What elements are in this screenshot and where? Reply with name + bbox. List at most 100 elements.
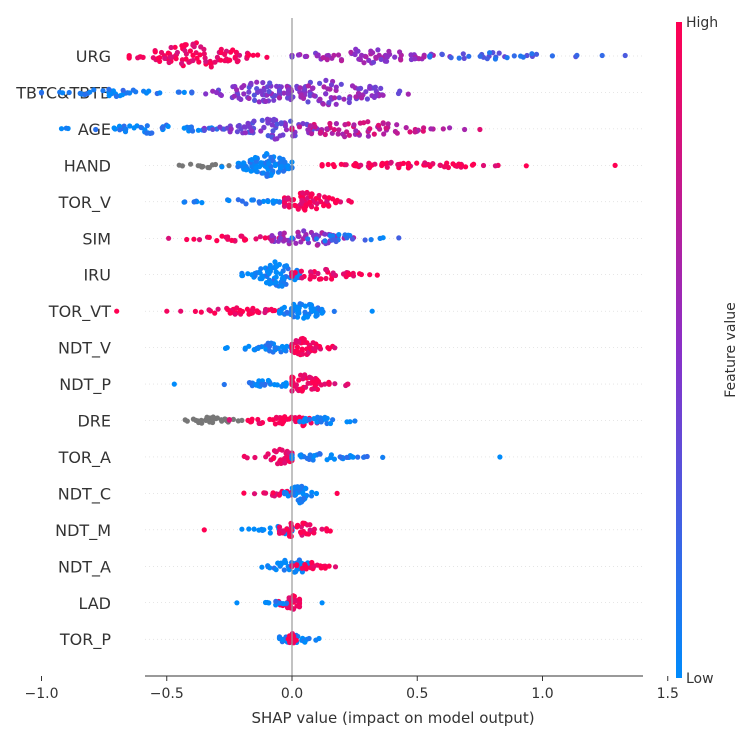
shap-point — [272, 136, 277, 141]
shap-point — [296, 234, 301, 239]
shap-point — [396, 91, 401, 96]
shap-point — [355, 455, 360, 460]
shap-point — [229, 238, 234, 243]
feature-row-points — [241, 484, 339, 506]
shap-point — [380, 161, 385, 166]
shap-point — [324, 126, 329, 131]
shap-point — [301, 496, 306, 501]
shap-point — [202, 527, 207, 532]
shap-point — [212, 60, 217, 65]
shap-point — [258, 276, 263, 281]
shap-point — [282, 231, 287, 236]
shap-point — [153, 49, 158, 54]
colorbar-high-label: High — [686, 15, 718, 31]
shap-point — [339, 82, 344, 87]
shap-point — [315, 415, 320, 420]
shap-point — [262, 490, 267, 495]
shap-point — [191, 237, 196, 242]
shap-point — [363, 237, 368, 242]
shap-point — [235, 164, 240, 169]
shap-point — [182, 90, 187, 95]
shap-point — [328, 233, 333, 238]
shap-point — [422, 160, 427, 165]
shap-point — [178, 309, 183, 314]
shap-point — [264, 151, 269, 156]
shap-point — [307, 417, 312, 422]
shap-point — [466, 54, 471, 59]
shap-point — [214, 238, 219, 243]
shap-point — [182, 48, 187, 53]
shap-point — [317, 81, 322, 86]
shap-point — [236, 96, 241, 101]
shap-point — [413, 129, 418, 134]
shap-point — [353, 128, 358, 133]
shap-point — [372, 95, 377, 100]
shap-point — [265, 269, 270, 274]
shap-point — [275, 382, 280, 387]
shap-point — [312, 93, 317, 98]
shap-point — [318, 130, 323, 135]
shap-point — [255, 52, 260, 57]
shap-point — [263, 600, 268, 605]
shap-point — [117, 127, 122, 132]
shap-point — [182, 200, 187, 205]
shap-point — [256, 346, 261, 351]
shap-point — [278, 133, 283, 138]
shap-point — [463, 164, 468, 169]
shap-point — [226, 198, 231, 203]
shap-point — [351, 163, 356, 168]
feature-row-points — [172, 372, 351, 393]
shap-point — [359, 272, 364, 277]
shap-point — [300, 491, 305, 496]
shap-point — [241, 91, 246, 96]
shap-point — [428, 164, 433, 169]
shap-point — [281, 529, 286, 534]
shap-point — [296, 340, 301, 345]
shap-point — [386, 49, 391, 54]
shap-point — [322, 194, 327, 199]
shap-point — [367, 272, 372, 277]
shap-point — [100, 88, 105, 93]
shap-point — [177, 163, 182, 168]
shap-point — [252, 527, 257, 532]
shap-point — [302, 310, 307, 315]
shap-point — [67, 90, 72, 95]
shap-point — [363, 89, 368, 94]
shap-point — [225, 307, 230, 312]
shap-point — [299, 269, 304, 274]
shap-point — [93, 127, 98, 132]
feature-label: IRU — [83, 266, 111, 285]
shap-point — [396, 235, 401, 240]
shap-point — [257, 201, 262, 206]
shap-point — [185, 419, 190, 424]
shap-point — [229, 126, 234, 131]
shap-point — [331, 162, 336, 167]
shap-point — [199, 310, 204, 315]
shap-point — [258, 271, 263, 276]
shap-point — [339, 58, 344, 63]
shap-point — [267, 417, 272, 422]
shap-point — [240, 199, 245, 204]
shap-point — [315, 271, 320, 276]
shap-point — [254, 80, 259, 85]
shap-point — [246, 96, 251, 101]
shap-point — [359, 95, 364, 100]
shap-point — [127, 123, 132, 128]
shap-point — [286, 87, 291, 92]
shap-point — [288, 204, 293, 209]
shap-point — [267, 80, 272, 85]
shap-point — [188, 162, 193, 167]
shap-point — [222, 382, 227, 387]
shap-point — [248, 380, 253, 385]
shap-point — [251, 53, 256, 58]
shap-point — [248, 81, 253, 86]
x-axis-title: SHAP value (impact on model output) — [251, 709, 534, 727]
shap-point — [246, 90, 251, 95]
shap-points — [39, 40, 738, 645]
shap-point — [406, 92, 411, 97]
shap-point — [298, 530, 303, 535]
shap-point — [177, 90, 182, 95]
shap-point — [298, 453, 303, 458]
shap-point — [368, 163, 373, 168]
shap-point — [288, 97, 293, 102]
